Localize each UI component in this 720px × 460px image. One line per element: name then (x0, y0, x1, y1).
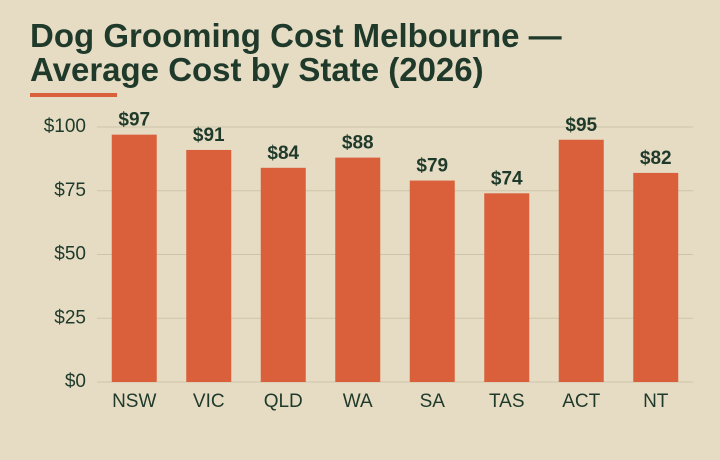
bar (633, 172, 679, 382)
x-tick-label: SA (420, 391, 446, 412)
x-tick-label: ACT (562, 391, 600, 412)
value-label: $95 (565, 115, 597, 136)
value-label: $88 (342, 133, 374, 154)
y-tick-label: $100 (44, 116, 86, 137)
y-tick-label: $0 (65, 371, 86, 392)
value-label: $79 (416, 156, 448, 177)
x-tick-label: VIC (193, 391, 225, 412)
bar (484, 193, 530, 382)
value-label: $84 (267, 143, 299, 164)
y-tick-label: $75 (54, 180, 86, 201)
chart-title: Dog Grooming Cost Melbourne — Average Co… (30, 17, 562, 88)
bar (558, 139, 604, 382)
y-tick-label: $25 (54, 307, 86, 328)
bar (260, 167, 306, 382)
x-tick-label: NT (643, 391, 669, 412)
x-tick-label: NSW (112, 391, 156, 412)
bar (335, 157, 381, 382)
value-label: $82 (640, 148, 672, 169)
value-label: $97 (118, 110, 150, 131)
y-tick-label: $50 (54, 244, 86, 265)
value-label: $91 (193, 125, 225, 146)
bar (111, 134, 157, 382)
value-label: $74 (491, 168, 523, 189)
x-tick-label: WA (343, 391, 373, 412)
bar (186, 149, 232, 382)
title-accent (30, 93, 117, 97)
bar (409, 180, 455, 382)
x-tick-label: QLD (264, 391, 303, 412)
x-tick-label: TAS (489, 391, 525, 412)
